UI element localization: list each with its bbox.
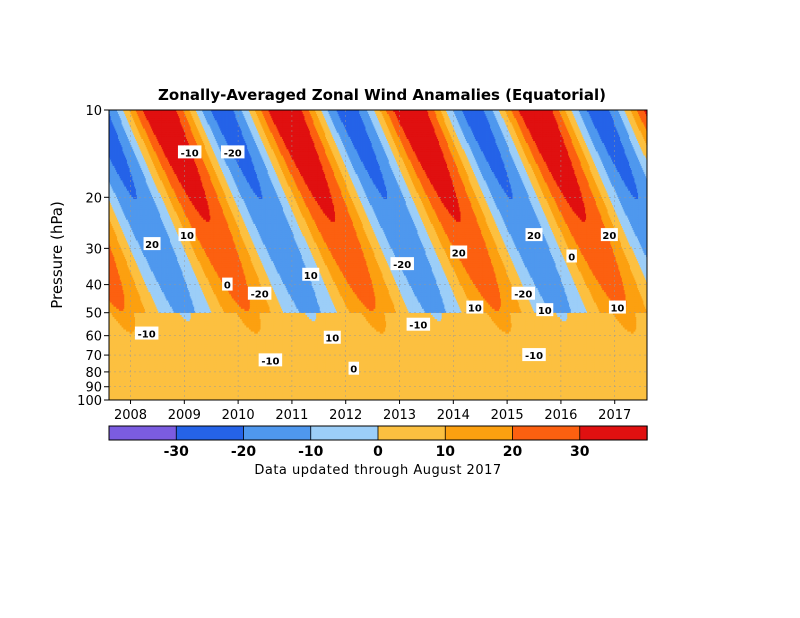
chart-title: Zonally-Averaged Zonal Wind Anamalies (E… xyxy=(158,86,606,104)
plot-area: -10 -2020100-20-1010-10100-20-102010-2020… xyxy=(109,110,648,401)
